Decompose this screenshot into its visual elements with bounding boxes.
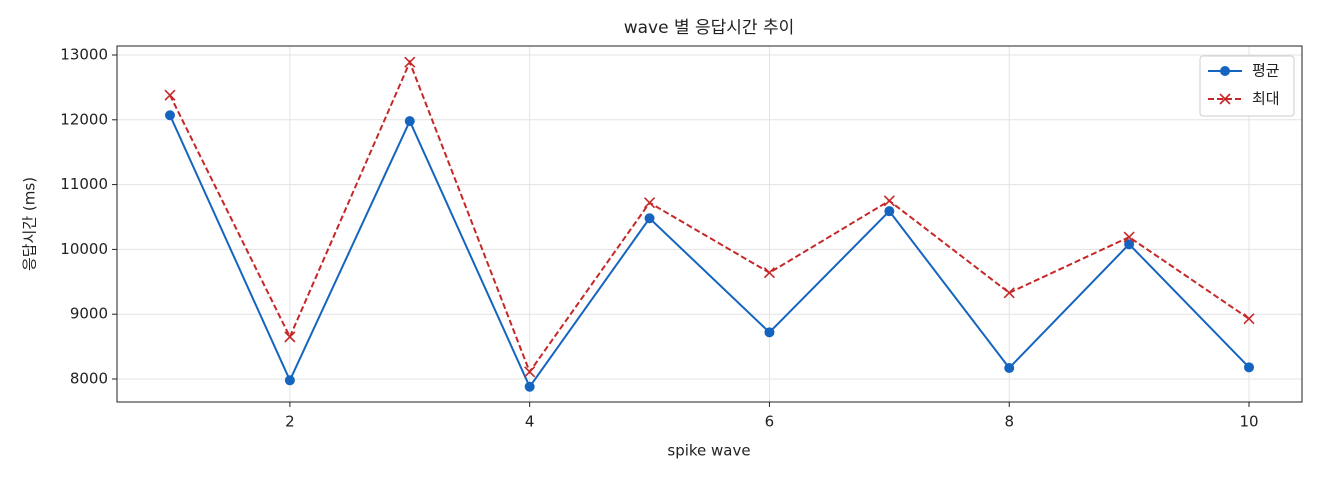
x-axis-label: spike wave xyxy=(667,442,750,460)
series-line xyxy=(169,114,1250,389)
point-marker xyxy=(1243,313,1255,325)
y-tick-label: 9000 xyxy=(70,305,108,323)
y-tick-label: 10000 xyxy=(60,240,108,258)
x-tick-label: 2 xyxy=(285,413,295,431)
point-marker xyxy=(643,197,656,209)
point-marker xyxy=(763,267,776,279)
legend-marker xyxy=(1219,93,1231,105)
x-tick-label: 6 xyxy=(765,413,775,431)
legend-label: 최대 xyxy=(1252,90,1280,108)
point-marker xyxy=(764,327,775,338)
point-marker xyxy=(524,381,535,392)
point-marker xyxy=(1123,231,1135,243)
x-tick-label: 10 xyxy=(1239,413,1258,431)
point-marker xyxy=(404,116,415,127)
point-marker xyxy=(284,331,296,343)
legend-label: 평균 xyxy=(1252,62,1280,80)
y-tick-label: 11000 xyxy=(60,175,108,193)
chart-title: wave 별 응답시간 추이 xyxy=(624,18,795,38)
point-marker xyxy=(404,56,416,68)
point-marker xyxy=(164,89,176,101)
y-tick-label: 12000 xyxy=(60,110,108,128)
y-tick-label: 8000 xyxy=(70,369,108,387)
point-marker xyxy=(883,195,895,207)
point-marker xyxy=(164,110,175,121)
point-marker xyxy=(524,366,536,378)
point-marker xyxy=(1124,239,1135,250)
series-line xyxy=(169,59,1250,374)
x-tick-label: 4 xyxy=(525,413,535,431)
point-marker xyxy=(884,206,895,217)
point-marker xyxy=(1244,362,1255,373)
y-axis-label: 응답시간 (ms) xyxy=(21,177,39,271)
legend-box xyxy=(1199,55,1295,117)
point-marker xyxy=(1003,287,1015,299)
point-marker xyxy=(644,213,655,224)
x-tick-label: 8 xyxy=(1004,413,1014,431)
point-marker xyxy=(284,375,295,386)
y-tick-label: 13000 xyxy=(60,46,108,64)
plot-frame xyxy=(116,45,1303,403)
legend-marker xyxy=(1220,66,1230,76)
point-marker xyxy=(1004,362,1015,373)
